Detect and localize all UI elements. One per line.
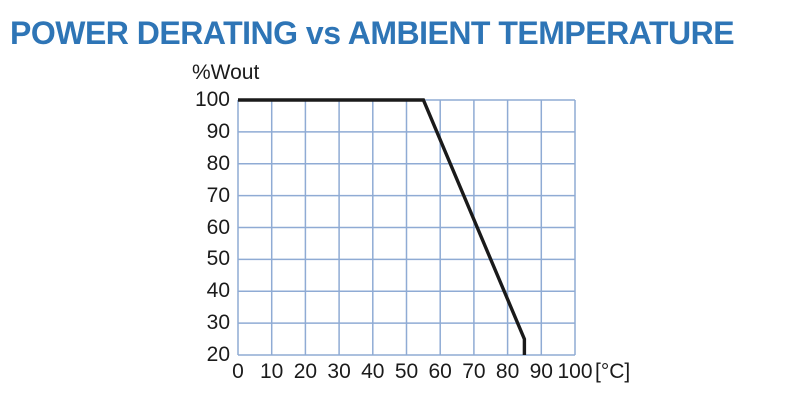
x-tick-label: 70 (462, 360, 486, 383)
y-tick-label: 50 (206, 247, 230, 271)
chart-title: POWER DERATING vs AMBIENT TEMPERATURE (10, 15, 735, 51)
plot-area (237, 98, 576, 356)
y-tick-label: 90 (206, 119, 230, 143)
y-tick-label: 80 (206, 151, 230, 175)
x-axis-unit-label: [°C] (595, 360, 631, 383)
x-tick-label: 40 (361, 360, 385, 383)
y-tick-label: 40 (206, 279, 230, 303)
y-tick-label: 100 (194, 88, 230, 111)
x-tick-label: 0 (232, 360, 244, 383)
y-tick-label: 70 (206, 183, 230, 207)
x-tick-label: 10 (260, 360, 284, 383)
x-tick-label: 100 (557, 360, 593, 383)
y-tick-label: 60 (206, 215, 230, 239)
derating-line (238, 98, 527, 355)
x-tick-label: 20 (293, 360, 318, 383)
y-axis-unit-label: %Wout (192, 61, 260, 84)
y-tick-label: 30 (206, 311, 230, 335)
x-tick-label: 60 (428, 360, 452, 383)
x-tick-label: 80 (495, 360, 520, 383)
x-tick-label: 30 (327, 360, 351, 383)
x-tick-label: 50 (394, 360, 419, 383)
x-tick-label: 90 (529, 360, 553, 383)
chart-canvas (237, 98, 576, 356)
y-tick-label: 20 (206, 343, 230, 366)
